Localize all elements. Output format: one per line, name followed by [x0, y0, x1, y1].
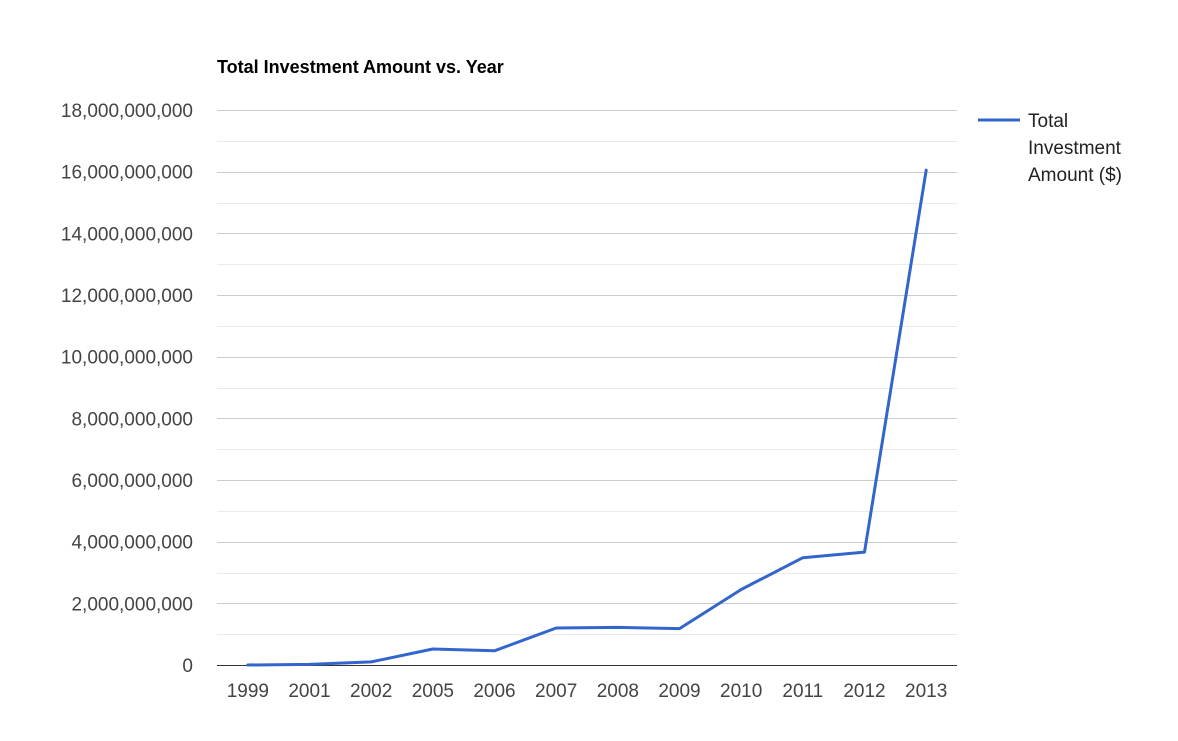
chart-title: Total Investment Amount vs. Year: [217, 57, 504, 77]
x-tick-label: 2012: [843, 681, 885, 702]
x-tick-label: 2013: [905, 681, 947, 702]
series-line: [246, 168, 928, 667]
y-tick-label: 0: [182, 656, 193, 677]
x-tick-label: 2007: [535, 681, 577, 702]
series-group: [246, 168, 928, 667]
x-tick-label: 2008: [597, 681, 639, 702]
legend-label-line: Total: [1028, 111, 1068, 132]
y-tick-label: 12,000,000,000: [61, 286, 193, 307]
data-point: [369, 660, 373, 664]
y-tick-label: 14,000,000,000: [61, 224, 193, 245]
y-axis-tick-labels: 0 2,000,000,000 4,000,000,000 6,000,000,000…: [61, 101, 193, 677]
data-point: [431, 647, 435, 651]
data-point: [493, 649, 497, 653]
y-tick-label: 2,000,000,000: [71, 594, 193, 615]
x-tick-label: 2009: [658, 681, 700, 702]
y-tick-label: 16,000,000,000: [61, 163, 193, 184]
y-tick-label: 4,000,000,000: [71, 533, 193, 554]
legend-label-line: Investment: [1028, 138, 1122, 159]
data-point: [863, 550, 867, 554]
data-point: [739, 587, 743, 591]
x-tick-label: 2010: [720, 681, 762, 702]
data-point: [801, 556, 805, 560]
y-tick-label: 6,000,000,000: [71, 471, 193, 492]
data-point: [246, 663, 250, 667]
data-point: [616, 625, 620, 629]
y-tick-label: 18,000,000,000: [61, 101, 193, 122]
data-point: [924, 168, 928, 172]
data-point: [554, 626, 558, 630]
x-tick-label: 2005: [412, 681, 454, 702]
data-point: [678, 627, 682, 631]
x-axis-tick-labels: 1999 2001 2002 2005 2006 2007 2008 2009 2010 2011…: [227, 681, 948, 702]
x-tick-label: 1999: [227, 681, 269, 702]
y-tick-label: 8,000,000,000: [71, 409, 193, 430]
x-tick-label: 2006: [473, 681, 515, 702]
legend-label-line: Amount ($): [1028, 165, 1122, 186]
y-tick-label: 10,000,000,000: [61, 348, 193, 369]
x-tick-label: 2011: [782, 681, 823, 702]
legend-label: Total Investment Amount ($): [1028, 111, 1122, 186]
data-point: [308, 662, 312, 666]
x-tick-label: 2002: [350, 681, 392, 702]
legend[interactable]: Total Investment Amount ($): [978, 111, 1122, 186]
gridlines: [217, 110, 957, 666]
x-tick-label: 2001: [288, 681, 330, 702]
